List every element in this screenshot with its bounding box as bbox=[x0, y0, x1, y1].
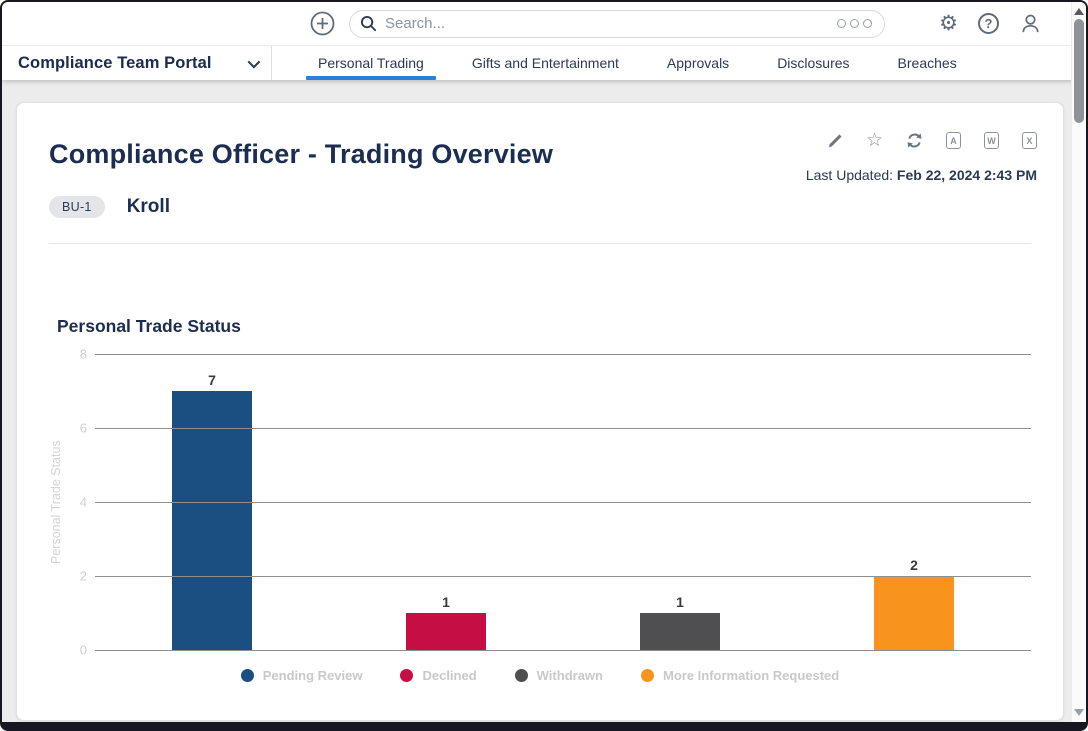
search-box[interactable] bbox=[349, 9, 885, 38]
bar-value-label: 7 bbox=[208, 372, 216, 388]
divider bbox=[49, 243, 1031, 244]
y-tick-label: 2 bbox=[79, 568, 87, 584]
search-icon bbox=[360, 15, 377, 32]
tab-gifts-and-entertainment[interactable]: Gifts and Entertainment bbox=[471, 55, 619, 71]
tab-approvals[interactable]: Approvals bbox=[666, 55, 730, 71]
pdf-icon: A bbox=[946, 132, 961, 149]
bar-withdrawn[interactable] bbox=[640, 613, 720, 650]
legend-dot bbox=[400, 669, 414, 682]
bar-slot-pending-review: 7 bbox=[95, 354, 329, 650]
legend-dot bbox=[240, 669, 254, 682]
bar-pending-review[interactable] bbox=[172, 391, 252, 650]
favorite-button[interactable]: ☆ bbox=[866, 131, 883, 150]
vertical-scrollbar[interactable] bbox=[1071, 2, 1086, 722]
legend-label: More Information Requested bbox=[662, 668, 840, 683]
word-icon: W bbox=[984, 132, 999, 149]
content-area: ☆ A W X bbox=[2, 81, 1086, 722]
export-pdf-button[interactable]: A bbox=[946, 132, 961, 149]
legend-item-declined[interactable]: Declined bbox=[400, 668, 477, 683]
edit-button[interactable] bbox=[827, 133, 843, 149]
search-input[interactable] bbox=[385, 15, 837, 32]
bar-slot-more-information-requested: 2 bbox=[797, 354, 1031, 650]
gear-icon: ⚙ bbox=[939, 11, 958, 35]
tab-personal-trading[interactable]: Personal Trading bbox=[294, 46, 448, 80]
star-icon: ☆ bbox=[865, 129, 883, 151]
bar-declined[interactable] bbox=[406, 613, 486, 650]
nav-tabs: Personal Trading Gifts and Entertainment… bbox=[294, 46, 981, 80]
tab-breaches[interactable]: Breaches bbox=[897, 55, 957, 71]
gridline bbox=[95, 502, 1031, 503]
bar-column: 1 bbox=[406, 354, 486, 650]
legend-label: Declined bbox=[422, 668, 477, 683]
bar-more-information-requested[interactable] bbox=[874, 576, 954, 650]
y-axis-ticks: 0 2 4 6 8 bbox=[69, 347, 95, 658]
bar-value-label: 1 bbox=[676, 594, 684, 610]
last-updated: Last Updated: Feb 22, 2024 2:43 PM bbox=[805, 167, 1037, 183]
legend-dot bbox=[640, 669, 654, 682]
y-tick-label: 8 bbox=[79, 346, 87, 362]
export-excel-button[interactable]: X bbox=[1022, 132, 1037, 149]
add-button[interactable] bbox=[310, 11, 335, 36]
person-icon bbox=[1022, 14, 1039, 33]
settings-button[interactable]: ⚙ bbox=[939, 13, 958, 34]
business-unit-name: Kroll bbox=[126, 196, 170, 217]
bar-value-label: 1 bbox=[442, 594, 450, 610]
export-word-button[interactable]: W bbox=[984, 132, 999, 149]
plus-circle-icon bbox=[310, 11, 335, 36]
card-toolbar: ☆ A W X bbox=[827, 131, 1037, 150]
legend-item-pending-review[interactable]: Pending Review bbox=[240, 668, 363, 683]
excel-icon: X bbox=[1022, 132, 1037, 149]
top-bar: ⚙ ? bbox=[2, 2, 1086, 46]
gridline bbox=[95, 576, 1031, 577]
legend-label: Pending Review bbox=[262, 668, 363, 683]
bar-column: 7 bbox=[172, 354, 252, 650]
legend-item-withdrawn[interactable]: Withdrawn bbox=[514, 668, 603, 683]
y-tick-label: 6 bbox=[79, 420, 87, 436]
bar-slot-withdrawn: 1 bbox=[563, 354, 797, 650]
refresh-icon bbox=[907, 133, 922, 148]
scroll-up-icon[interactable] bbox=[1074, 8, 1084, 15]
profile-button[interactable] bbox=[1019, 12, 1042, 35]
pencil-icon bbox=[828, 133, 842, 147]
tab-disclosures[interactable]: Disclosures bbox=[777, 55, 850, 71]
nav-bar: Compliance Team Portal Personal Trading … bbox=[2, 46, 1086, 80]
last-updated-value: Feb 22, 2024 2:43 PM bbox=[896, 167, 1037, 183]
help-button[interactable]: ? bbox=[978, 13, 999, 34]
bar-column: 2 bbox=[874, 354, 954, 650]
chevron-down-icon bbox=[247, 55, 261, 68]
legend-dot bbox=[514, 669, 528, 682]
y-axis-title: Personal Trade Status bbox=[49, 440, 63, 564]
chart-title: Personal Trade Status bbox=[57, 316, 241, 336]
bar-value-label: 2 bbox=[910, 557, 918, 573]
scrollbar-thumb[interactable] bbox=[1074, 19, 1084, 123]
gridline bbox=[95, 354, 1031, 355]
portal-selector[interactable]: Compliance Team Portal bbox=[2, 46, 272, 80]
y-tick-label: 4 bbox=[79, 494, 87, 510]
legend-item-more-information-requested[interactable]: More Information Requested bbox=[640, 668, 840, 683]
chart-bars: 7 1 1 2 bbox=[95, 354, 1031, 650]
gridline bbox=[95, 650, 1031, 651]
bar-slot-declined: 1 bbox=[329, 354, 563, 650]
portal-title: Compliance Team Portal bbox=[18, 53, 212, 72]
chart-legend: Pending Review Declined Withdrawn More Info… bbox=[49, 668, 1031, 683]
y-tick-label: 0 bbox=[79, 642, 87, 658]
legend-label: Withdrawn bbox=[536, 668, 603, 683]
dashboard-card: ☆ A W X bbox=[16, 102, 1064, 721]
question-circle-icon: ? bbox=[978, 13, 999, 34]
entity-row: BU-1 Kroll bbox=[49, 196, 1031, 218]
scroll-down-icon[interactable] bbox=[1074, 709, 1084, 716]
page-title: Compliance Officer - Trading Overview bbox=[49, 139, 554, 169]
chart: Personal Trade Status 0 2 4 6 8 7 1 1 2 bbox=[49, 347, 1031, 658]
chart-plot: 7 1 1 2 bbox=[95, 354, 1031, 651]
bar-column: 1 bbox=[640, 354, 720, 650]
gridline bbox=[95, 428, 1031, 429]
refresh-button[interactable] bbox=[906, 132, 923, 149]
business-unit-badge: BU-1 bbox=[49, 196, 105, 218]
search-options-icon[interactable] bbox=[837, 19, 872, 28]
